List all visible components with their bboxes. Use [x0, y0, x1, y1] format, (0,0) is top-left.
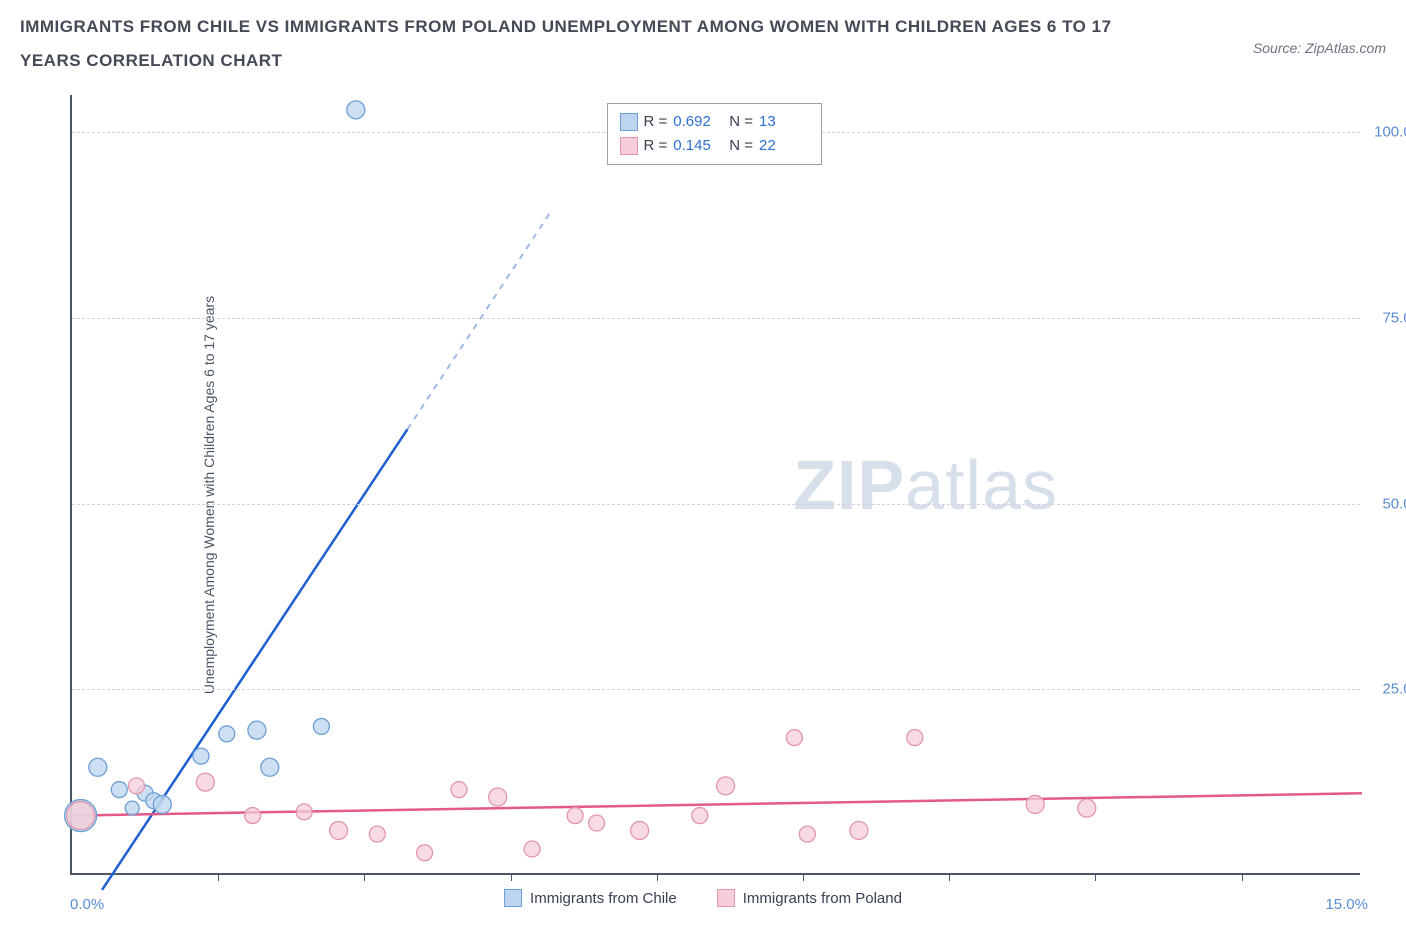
- point-chile: [219, 726, 235, 742]
- point-chile: [89, 758, 107, 776]
- swatch-poland: [620, 137, 638, 155]
- x-tick: [511, 873, 512, 881]
- stat-label-n: N =: [729, 110, 753, 134]
- point-poland: [369, 826, 385, 842]
- x-tick: [218, 873, 219, 881]
- point-chile: [347, 101, 365, 119]
- point-poland: [245, 808, 261, 824]
- gridline: [72, 318, 1360, 319]
- point-poland: [786, 730, 802, 746]
- trend-line-poland: [72, 793, 1362, 815]
- gridline: [72, 689, 1360, 690]
- y-tick-label: 100.0%: [1374, 124, 1406, 141]
- legend-item-chile: Immigrants from Chile: [504, 889, 677, 907]
- point-poland: [67, 802, 95, 830]
- x-tick: [803, 873, 804, 881]
- stat-label-r: R =: [644, 110, 668, 134]
- y-tick-label: 75.0%: [1382, 309, 1406, 326]
- point-chile: [261, 758, 279, 776]
- point-poland: [850, 821, 868, 839]
- y-tick-label: 50.0%: [1382, 495, 1406, 512]
- point-poland: [799, 826, 815, 842]
- legend-label-chile: Immigrants from Chile: [530, 890, 677, 907]
- stat-n-poland: 22: [759, 134, 809, 158]
- y-tick-label: 25.0%: [1382, 681, 1406, 698]
- point-poland: [567, 808, 583, 824]
- stat-n-chile: 13: [759, 110, 809, 134]
- point-poland: [589, 815, 605, 831]
- legend-swatch-poland: [717, 889, 735, 907]
- x-tick: [1095, 873, 1096, 881]
- point-chile: [125, 801, 139, 815]
- legend-item-poland: Immigrants from Poland: [717, 889, 902, 907]
- point-poland: [692, 808, 708, 824]
- source-label: Source: ZipAtlas.com: [1253, 10, 1386, 56]
- point-poland: [907, 730, 923, 746]
- point-chile: [193, 748, 209, 764]
- stat-r-poland: 0.145: [673, 134, 723, 158]
- point-poland: [196, 773, 214, 791]
- point-chile: [248, 721, 266, 739]
- point-chile: [153, 795, 171, 813]
- point-poland: [417, 845, 433, 861]
- point-chile: [111, 782, 127, 798]
- stat-r-chile: 0.692: [673, 110, 723, 134]
- point-poland: [129, 778, 145, 794]
- swatch-chile: [620, 113, 638, 131]
- stat-label-r: R =: [644, 134, 668, 158]
- trend-line-dash-chile: [407, 214, 549, 429]
- chart-area: Unemployment Among Women with Children A…: [20, 85, 1386, 905]
- stats-row-chile: R =0.692N =13: [620, 110, 810, 134]
- point-poland: [1026, 795, 1044, 813]
- point-poland: [717, 777, 735, 795]
- stats-row-poland: R =0.145N =22: [620, 134, 810, 158]
- point-poland: [524, 841, 540, 857]
- x-tick: [364, 873, 365, 881]
- x-min-label: 0.0%: [70, 896, 104, 913]
- x-max-label: 15.0%: [1325, 896, 1368, 913]
- point-chile: [313, 718, 329, 734]
- point-poland: [451, 782, 467, 798]
- stats-legend-box: R =0.692N =13R =0.145N =22: [607, 103, 823, 165]
- point-poland: [489, 788, 507, 806]
- gridline: [72, 504, 1360, 505]
- point-poland: [1078, 799, 1096, 817]
- x-tick: [1242, 873, 1243, 881]
- plot-svg: [72, 95, 1360, 873]
- point-poland: [631, 821, 649, 839]
- stat-label-n: N =: [729, 134, 753, 158]
- point-poland: [296, 804, 312, 820]
- plot-region: ZIPatlas R =0.692N =13R =0.145N =22 25.0…: [70, 95, 1360, 875]
- chart-title: IMMIGRANTS FROM CHILE VS IMMIGRANTS FROM…: [20, 10, 1120, 78]
- legend-label-poland: Immigrants from Poland: [743, 890, 902, 907]
- x-tick: [657, 873, 658, 881]
- legend-bottom: Immigrants from Chile Immigrants from Pol…: [504, 889, 902, 907]
- point-poland: [330, 821, 348, 839]
- x-tick: [949, 873, 950, 881]
- legend-swatch-chile: [504, 889, 522, 907]
